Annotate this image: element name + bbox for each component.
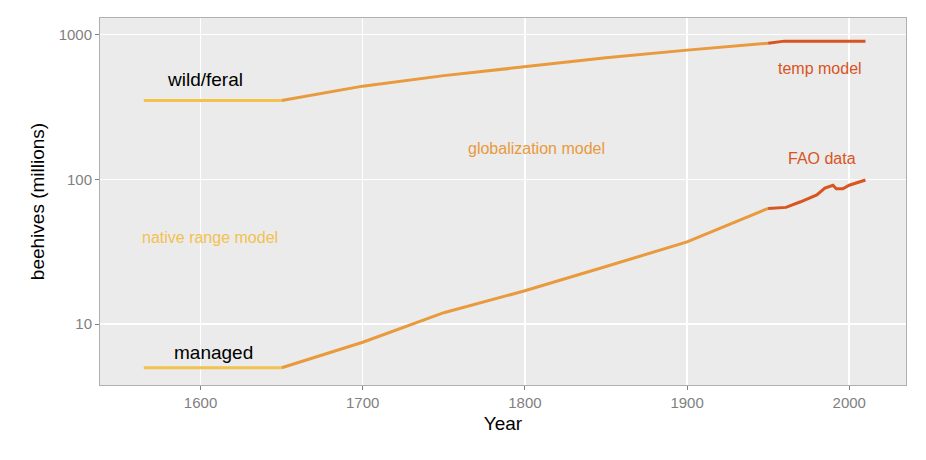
svg-text:1700: 1700: [346, 394, 379, 411]
svg-text:temp model: temp model: [778, 60, 862, 77]
svg-text:Year: Year: [484, 413, 523, 434]
svg-text:wild/feral: wild/feral: [167, 69, 243, 90]
svg-text:native range model: native range model: [142, 229, 278, 246]
svg-text:managed: managed: [174, 342, 253, 363]
svg-text:globalization model: globalization model: [468, 140, 605, 157]
svg-text:1900: 1900: [670, 394, 703, 411]
svg-text:1600: 1600: [184, 394, 217, 411]
svg-text:1000: 1000: [59, 26, 92, 43]
svg-text:10: 10: [75, 315, 92, 332]
svg-text:100: 100: [67, 171, 92, 188]
svg-text:1800: 1800: [508, 394, 541, 411]
svg-text:2000: 2000: [833, 394, 866, 411]
svg-text:FAO data: FAO data: [788, 150, 856, 167]
svg-text:beehives (millions): beehives (millions): [27, 123, 48, 280]
